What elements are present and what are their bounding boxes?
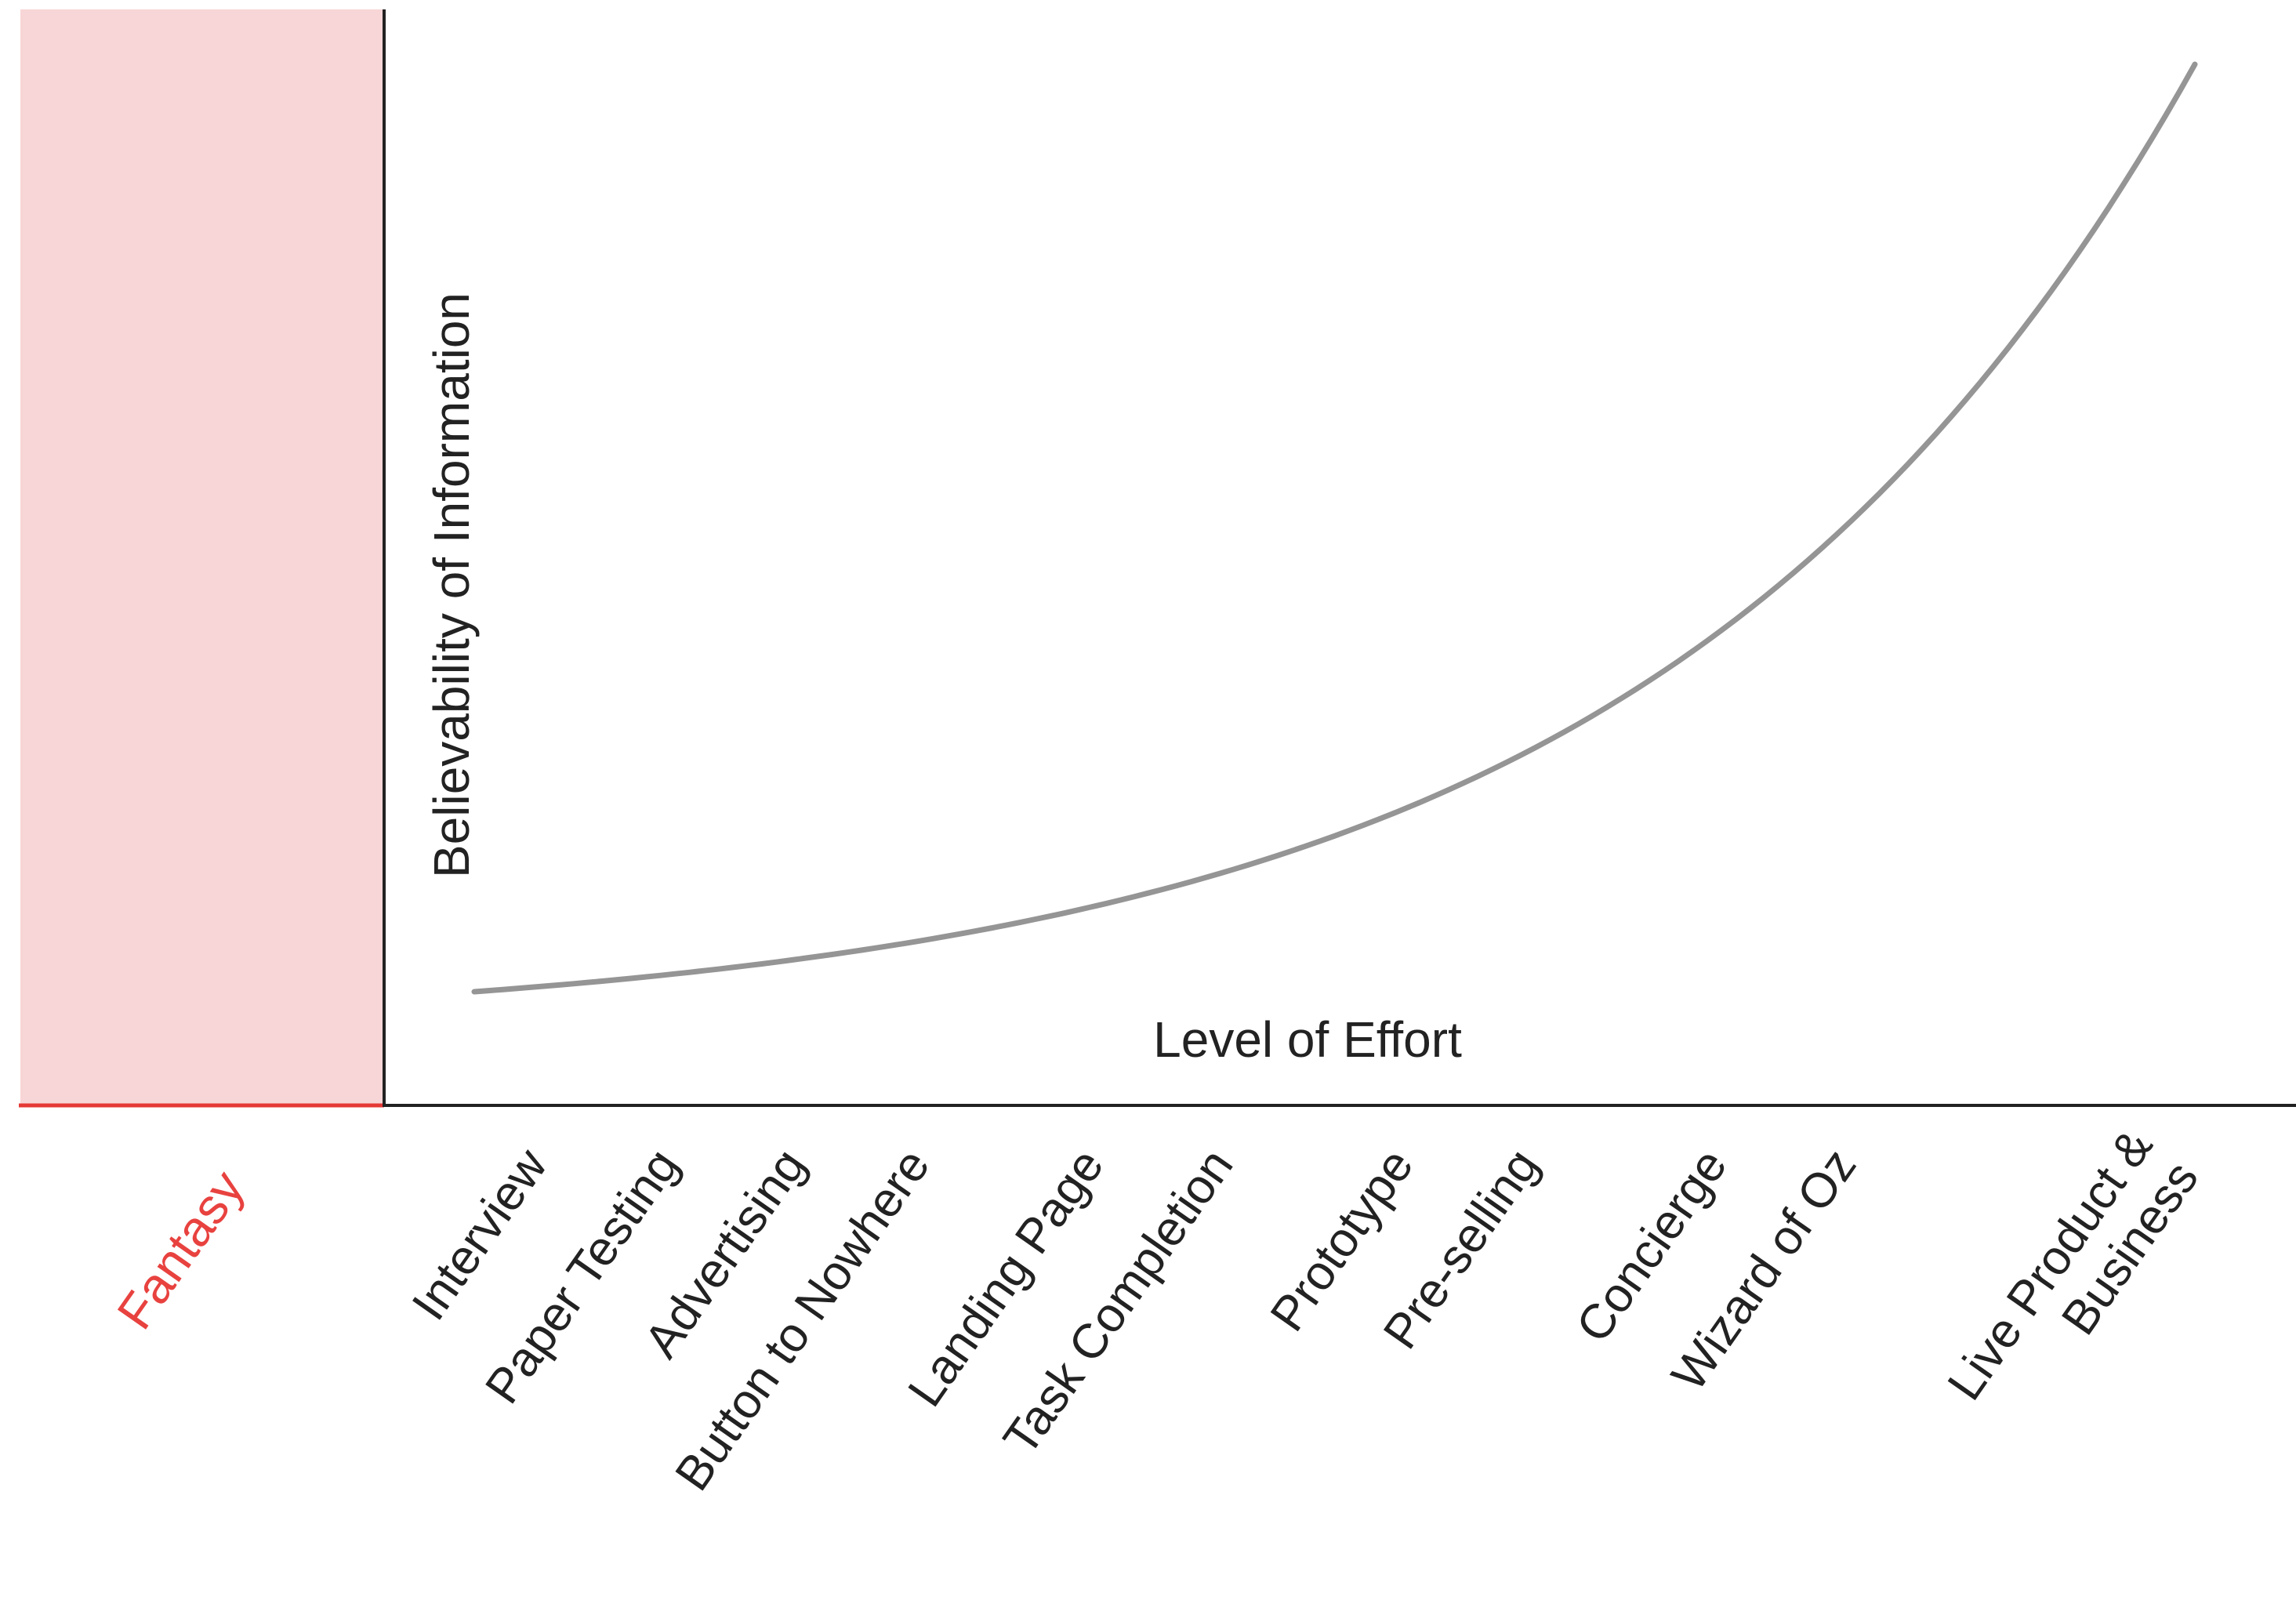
fantasy-label: Fantasy <box>106 1160 255 1339</box>
method-label-line: Task Completion <box>993 1139 1243 1464</box>
fantasy-zone <box>20 9 384 1105</box>
growth-curve <box>471 61 2198 995</box>
x-axis-label: Level of Effort <box>1153 1011 1462 1068</box>
method-label: Task Completion <box>993 1139 1243 1464</box>
method-label: Live Product &Business <box>1938 1120 2209 1442</box>
y-axis-label: Believability of Information <box>423 292 480 878</box>
